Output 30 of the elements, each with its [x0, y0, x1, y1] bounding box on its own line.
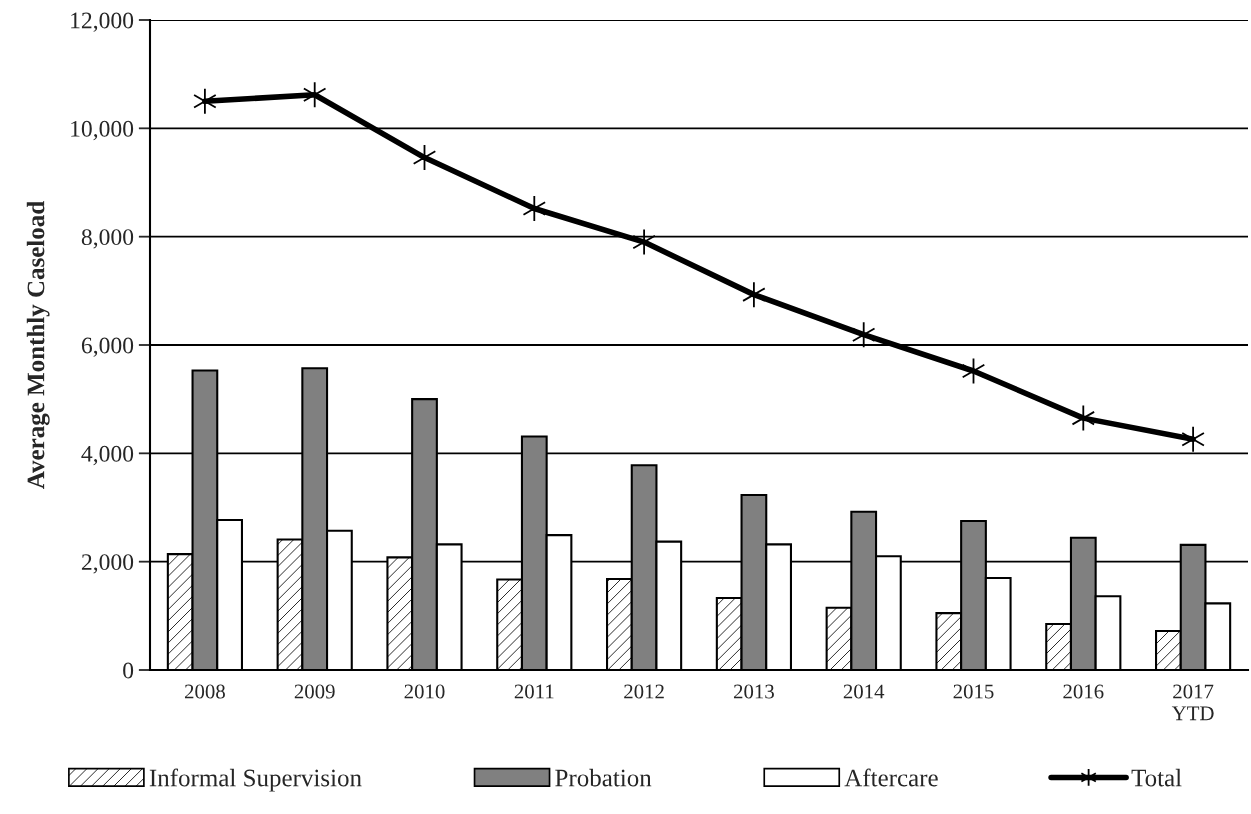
point [193, 87, 217, 115]
y-tick-label: 6,000 [81, 337, 134, 357]
y-tick-label: 0 [123, 662, 134, 679]
x-tick-label: 2012 [624, 684, 664, 699]
legend-label: Total [1131, 768, 1182, 787]
x-tick-label: 2017 YTD [1171, 684, 1214, 721]
y-axis-title: Average Monthly Caseload [26, 201, 50, 489]
x-tick-label: 2009 [294, 684, 335, 699]
point [851, 321, 876, 349]
x-tick-label: 2013 [733, 684, 774, 699]
x-tick-label: 2011 [514, 684, 554, 699]
x-tick-label: 2015 [953, 684, 994, 699]
point [302, 81, 327, 109]
x-tick-label: 2016 [1063, 684, 1104, 699]
y-tick-label: 12,000 [71, 12, 134, 32]
x-tick-label: 2010 [404, 684, 445, 699]
point [1181, 425, 1205, 453]
x-tick-label: 2014 [843, 684, 885, 699]
y-tick-label: 10,000 [71, 120, 134, 141]
legend-label: Informal Supervision [149, 768, 362, 792]
legend-label: Probation [555, 768, 652, 787]
y-tick-label: 8,000 [81, 229, 134, 249]
y-tick-label: 2,000 [81, 554, 134, 574]
point [522, 195, 547, 222]
point [742, 281, 766, 309]
point [1071, 404, 1096, 432]
x-tick-label: 2008 [184, 684, 225, 699]
y-tick-label: 4,000 [81, 445, 134, 466]
point [632, 228, 656, 256]
legend-label: Aftercare [844, 768, 938, 787]
